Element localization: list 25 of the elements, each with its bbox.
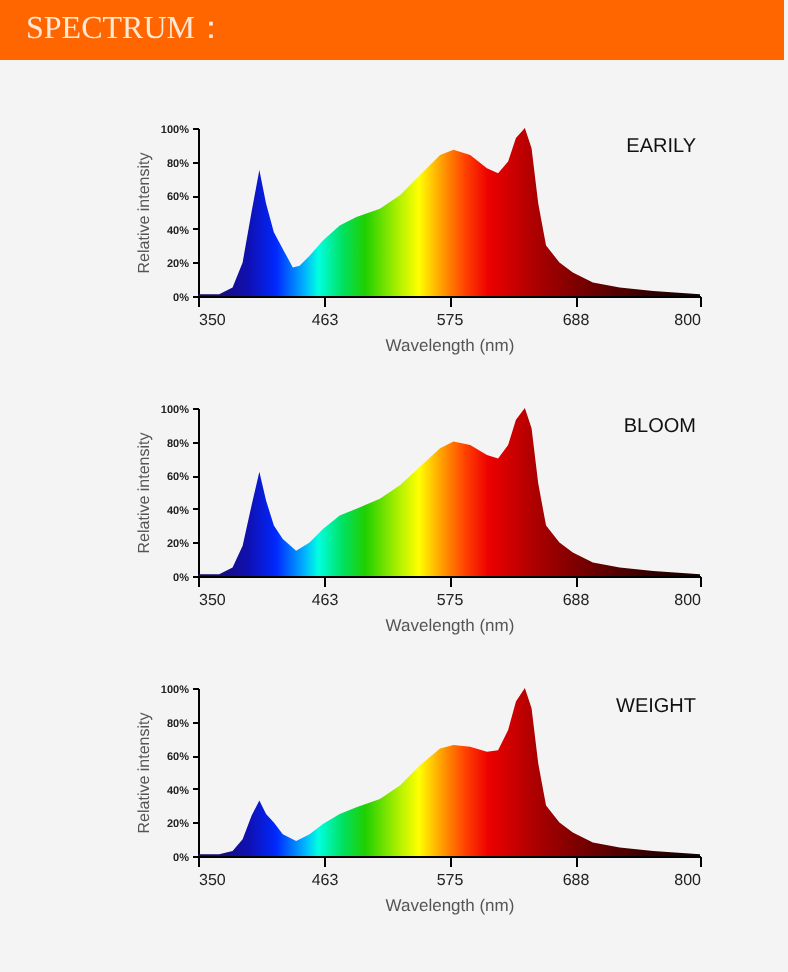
y-axis-title: Relative intensity (134, 432, 153, 554)
x-tick-label: 800 (674, 311, 703, 329)
text: EARILY (626, 136, 697, 158)
x-tick-label: 575 (436, 591, 465, 609)
y-axis-title: Relative intensity (134, 712, 153, 834)
x-tick-label: 575 (436, 311, 465, 329)
x-axis-title: Wavelength (nm) (385, 895, 515, 915)
text: BLOOM (623, 416, 696, 438)
x-axis-title: Wavelength (nm) (385, 615, 515, 635)
x-tick-label: 463 (311, 871, 340, 889)
x-tick-label: 463 (311, 591, 340, 609)
x-tick-label: 575 (436, 871, 465, 889)
chart-title: SPECTRUM： (0, 0, 784, 60)
text: WEIGHT (616, 696, 696, 718)
x-tick-label: 688 (562, 311, 591, 329)
y-axis-title: Relative intensity (134, 152, 153, 274)
x-tick-label: 350 (199, 871, 227, 889)
x-tick-label: 800 (674, 591, 703, 609)
x-tick-label: 800 (674, 871, 703, 889)
x-tick-label: 350 (199, 311, 227, 329)
x-tick-label: 688 (562, 871, 591, 889)
x-tick-label: 350 (199, 591, 227, 609)
x-tick-label: 688 (562, 591, 591, 609)
x-axis-title: Wavelength (nm) (385, 335, 515, 355)
x-tick-label: 463 (311, 311, 340, 329)
